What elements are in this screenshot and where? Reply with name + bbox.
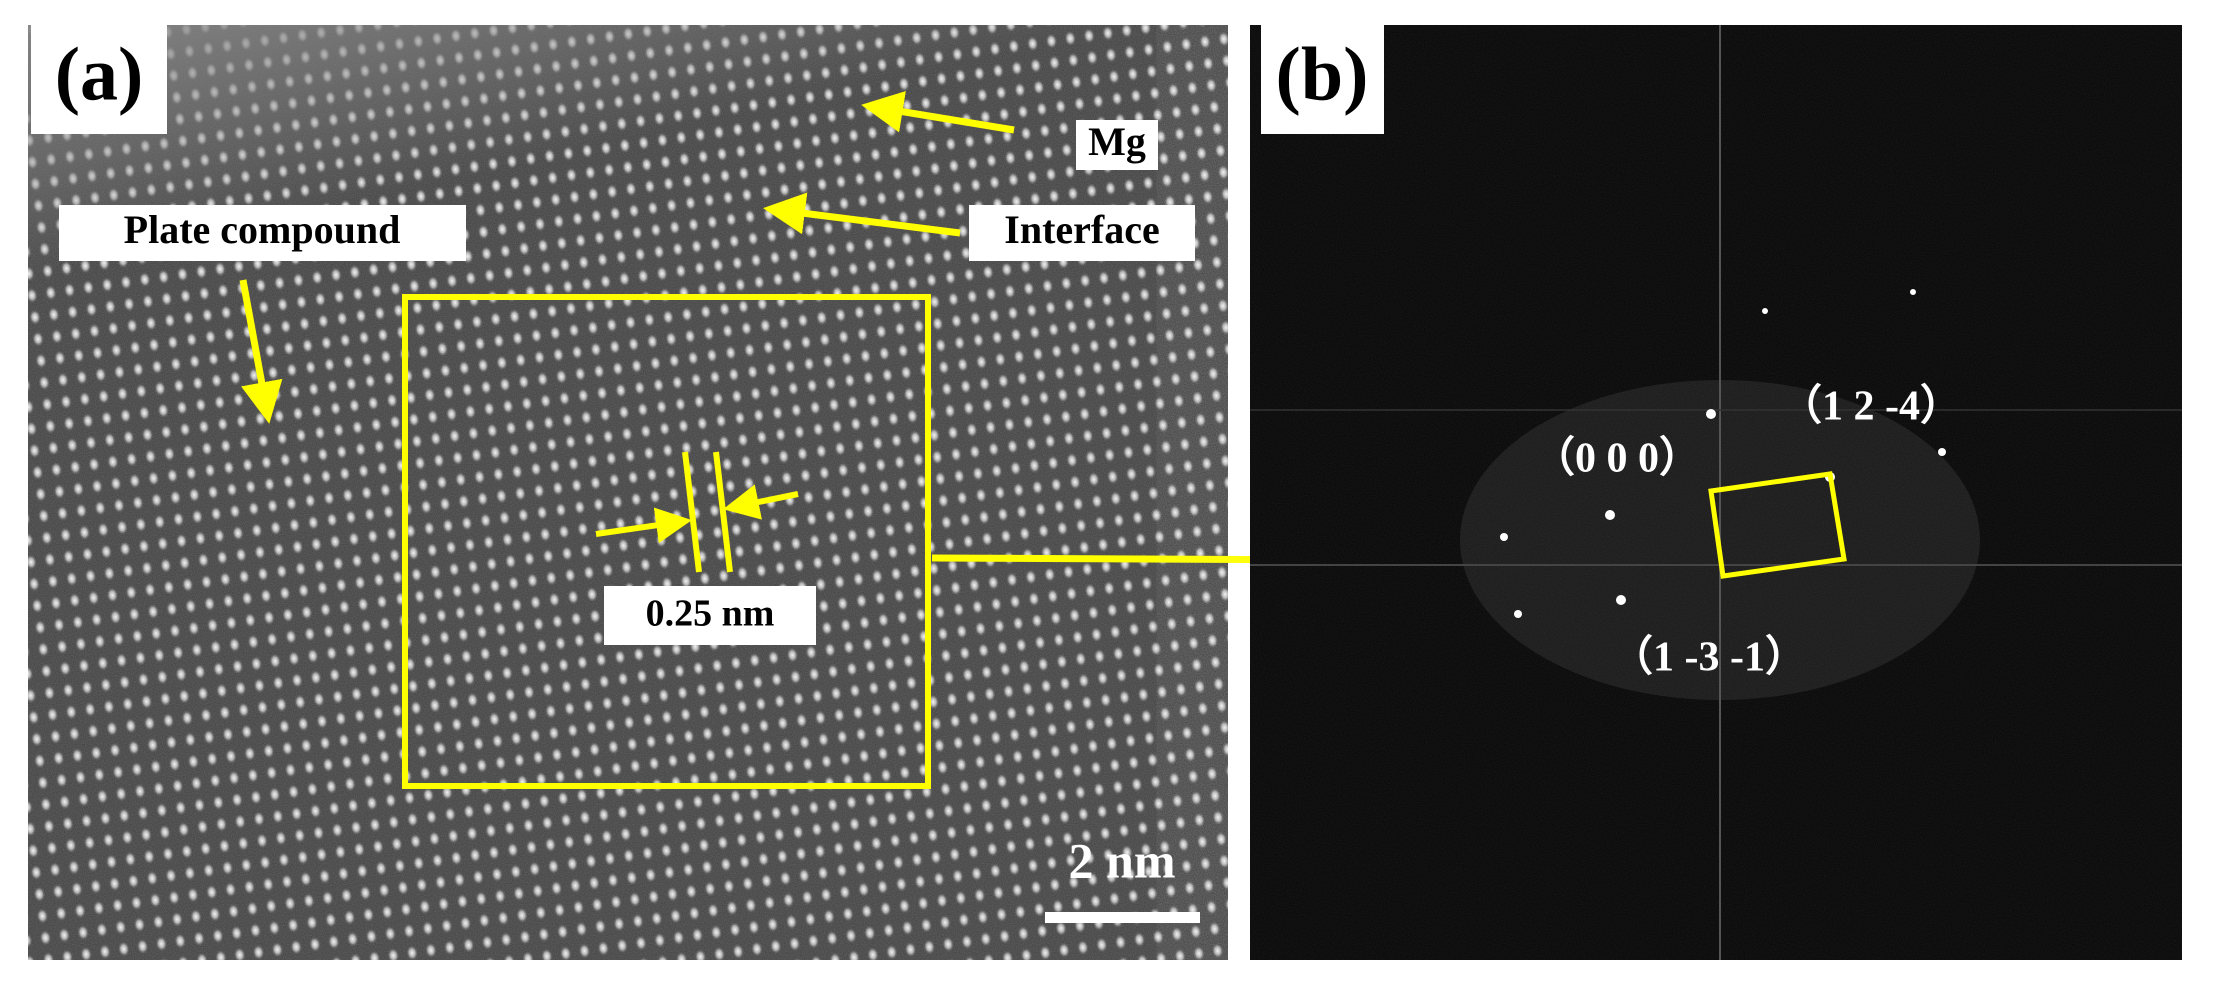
arrow: [763, 192, 961, 237]
label-box: [969, 205, 1195, 261]
spot: [1938, 448, 1946, 456]
annotation: Mg: [1088, 119, 1146, 164]
spot: [1616, 595, 1626, 605]
image-shade: [28, 25, 1228, 960]
label-box: [31, 25, 167, 134]
lattice-line: [682, 451, 702, 573]
spot: [1605, 510, 1615, 520]
label-box: [604, 586, 816, 645]
arrow: [861, 90, 1015, 134]
spot: [1910, 289, 1916, 295]
spot-label: （1 -3 -1）: [1611, 634, 1807, 681]
lattice-line: [713, 451, 733, 573]
label-box: [1076, 120, 1158, 170]
spot: [1762, 308, 1768, 314]
spot: [1500, 533, 1508, 541]
annotation: Plate compound: [124, 207, 401, 252]
annotation: Interface: [1004, 207, 1159, 252]
selection-box: [402, 294, 931, 789]
panel-b: (b) （0 0 0） （1 2 -4） （1 -3 -1）: [1250, 25, 2182, 960]
spot: [1706, 409, 1716, 419]
scale-bar-label: 2 nm: [1069, 832, 1176, 888]
panel-a: (a) Mg Interface Plate compound 0.25 nm …: [28, 25, 1356, 960]
label-box: [59, 205, 466, 261]
spot-label: （1 2 -4）: [1780, 383, 1962, 430]
unit-cell: [1708, 471, 1847, 579]
spacing-label: 0.25 nm: [646, 593, 775, 635]
label-box: [1261, 25, 1384, 134]
arrow: [239, 279, 283, 424]
scale-bar: [1045, 912, 1200, 923]
spot-label: （0 0 0）: [1533, 435, 1701, 482]
panel-label: (a): [55, 32, 144, 116]
arrow: [595, 507, 692, 544]
arrow: [723, 484, 799, 520]
spot: [1514, 610, 1522, 618]
panel-label: (b): [1276, 32, 1369, 116]
